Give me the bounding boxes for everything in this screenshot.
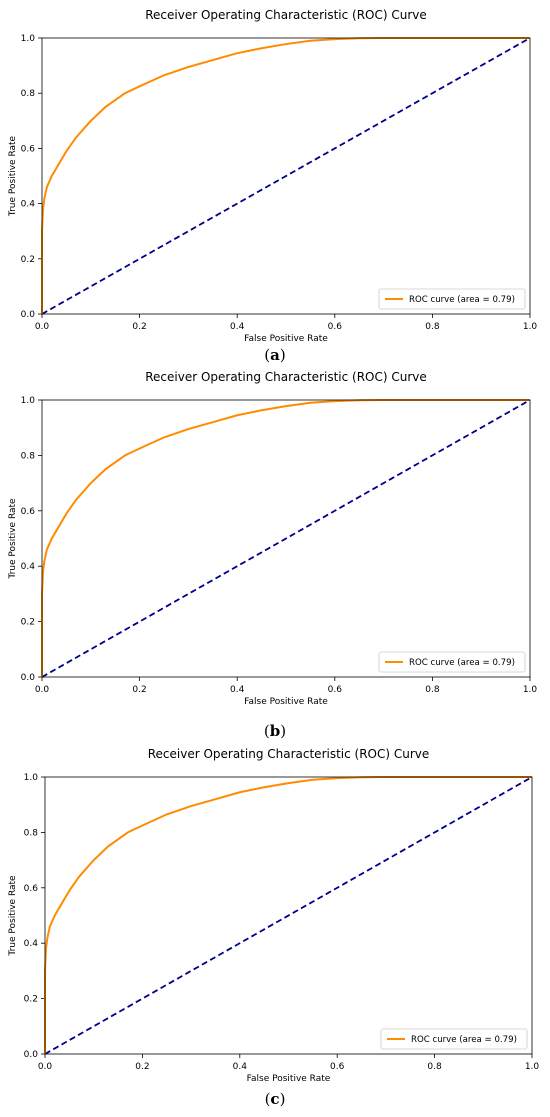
x-tick-label: 0.6: [328, 685, 343, 695]
y-tick-label: 0.0: [24, 1050, 39, 1060]
y-tick-label: 0.0: [21, 310, 36, 320]
diagonal-reference-line: [44, 776, 533, 1055]
y-tick-label: 1.0: [21, 34, 36, 44]
x-tick-label: 0.8: [425, 322, 440, 332]
roc-curve-line: [41, 399, 530, 677]
y-tick-label: 0.2: [21, 618, 35, 628]
x-tick-label: 0.0: [38, 1062, 53, 1072]
y-tick-label: 0.8: [24, 828, 39, 838]
x-axis-label: False Positive Rate: [247, 1074, 331, 1084]
y-axis-label: True Positive Rate: [8, 498, 18, 580]
x-tick-label: 1.0: [525, 1062, 540, 1072]
chart-panel-a: Receiver Operating Characteristic (ROC) …: [0, 0, 550, 372]
panel-caption-b: (b): [263, 722, 287, 740]
x-tick-label: 0.4: [230, 685, 245, 695]
plot-frame: [41, 37, 531, 315]
x-tick-label: 0.4: [230, 322, 245, 332]
x-tick-label: 0.2: [135, 1062, 149, 1072]
x-tick-label: 0.2: [132, 322, 146, 332]
legend: ROC curve (area = 0.79): [380, 1028, 528, 1050]
legend-box: [378, 651, 526, 673]
panel-caption-a: (a): [264, 346, 286, 364]
plot-frame: [41, 399, 531, 678]
legend: ROC curve (area = 0.79): [378, 288, 526, 310]
x-axis-label: False Positive Rate: [244, 334, 328, 344]
y-tick-label: 1.0: [21, 396, 36, 406]
roc-chart-a: Receiver Operating Characteristic (ROC) …: [8, 8, 538, 344]
y-tick-label: 0.2: [21, 255, 35, 265]
x-tick-label: 0.6: [330, 1062, 345, 1072]
x-axis-label: False Positive Rate: [244, 697, 328, 707]
y-tick-label: 0.0: [21, 673, 36, 683]
legend: ROC curve (area = 0.79): [378, 651, 526, 673]
diagonal-reference-line: [41, 399, 531, 678]
x-tick-label: 0.4: [233, 1062, 248, 1072]
chart-panel-b: Receiver Operating Characteristic (ROC) …: [0, 362, 550, 746]
x-tick-label: 1.0: [523, 685, 538, 695]
x-tick-label: 0.8: [427, 1062, 442, 1072]
legend-entry: ROC curve (area = 0.79): [411, 1035, 517, 1045]
y-axis-label: True Positive Rate: [8, 135, 18, 217]
legend-entry: ROC curve (area = 0.79): [409, 295, 515, 305]
legend-box: [380, 1028, 528, 1050]
y-tick-label: 0.4: [24, 939, 39, 949]
panel-caption-c: (c): [264, 1090, 286, 1108]
x-tick-label: 0.0: [35, 685, 50, 695]
plot-frame: [44, 776, 533, 1055]
x-tick-label: 0.8: [425, 685, 440, 695]
x-tick-label: 0.6: [328, 322, 343, 332]
y-tick-label: 0.8: [21, 89, 36, 99]
x-tick-label: 0.0: [35, 322, 50, 332]
legend-box: [378, 288, 526, 310]
chart-panel-c: Receiver Operating Characteristic (ROC) …: [0, 740, 550, 1117]
y-tick-label: 0.8: [21, 451, 36, 461]
roc-chart-c: Receiver Operating Characteristic (ROC) …: [8, 747, 540, 1084]
y-tick-label: 0.2: [24, 995, 38, 1005]
chart-title: Receiver Operating Characteristic (ROC) …: [148, 747, 430, 761]
y-tick-label: 0.4: [21, 562, 36, 572]
y-axis-label: True Positive Rate: [8, 875, 18, 957]
roc-curve-line: [44, 776, 532, 1054]
y-tick-label: 0.6: [21, 144, 36, 154]
diagonal-reference-line: [41, 37, 531, 315]
y-tick-label: 0.6: [21, 507, 36, 517]
y-tick-label: 0.6: [24, 884, 39, 894]
x-tick-label: 0.2: [132, 685, 146, 695]
x-tick-label: 1.0: [523, 322, 538, 332]
roc-chart-b: Receiver Operating Characteristic (ROC) …: [8, 370, 538, 707]
legend-entry: ROC curve (area = 0.79): [409, 658, 515, 668]
chart-title: Receiver Operating Characteristic (ROC) …: [145, 8, 427, 22]
y-tick-label: 1.0: [24, 773, 39, 783]
y-tick-label: 0.4: [21, 200, 36, 210]
roc-curve-line: [41, 37, 530, 314]
chart-title: Receiver Operating Characteristic (ROC) …: [145, 370, 427, 384]
